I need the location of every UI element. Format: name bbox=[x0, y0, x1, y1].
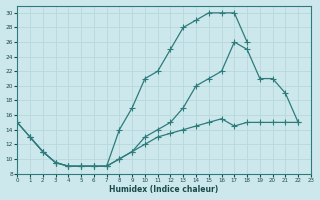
X-axis label: Humidex (Indice chaleur): Humidex (Indice chaleur) bbox=[109, 185, 219, 194]
